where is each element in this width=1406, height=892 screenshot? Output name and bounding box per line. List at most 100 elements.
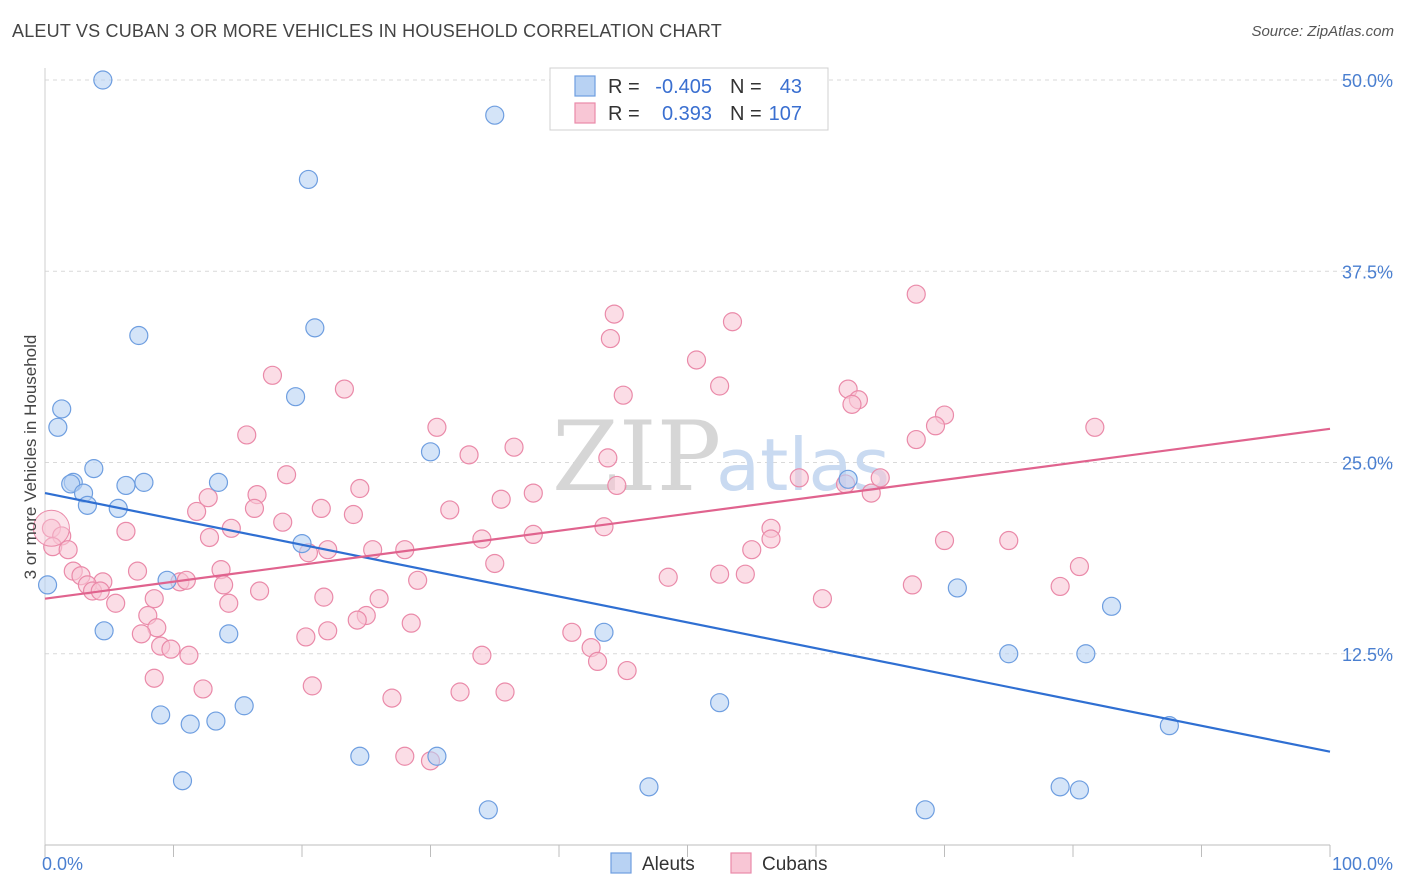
aleut-point-18 bbox=[838, 469, 858, 489]
cuban-point-11 bbox=[842, 394, 862, 414]
cuban-point-43 bbox=[199, 527, 220, 548]
cuban-point-25 bbox=[607, 475, 627, 496]
cuban-point-86 bbox=[401, 613, 421, 633]
cuban-point-36 bbox=[343, 504, 363, 525]
cuban-point-104 bbox=[382, 688, 402, 708]
cuban-point-95 bbox=[179, 645, 199, 665]
series-legend-swatch-aleuts bbox=[610, 852, 632, 874]
cuban-point-46 bbox=[761, 529, 781, 549]
cuban-point-7 bbox=[710, 376, 730, 396]
legend-swatch-aleuts bbox=[574, 75, 596, 97]
y-tick-label-3: 50.0% bbox=[1342, 71, 1393, 91]
legend-cubans-n-value: 107 bbox=[769, 103, 802, 125]
cuban-trend-line bbox=[44, 427, 1331, 600]
cuban-point-66 bbox=[408, 570, 428, 590]
y-tick-label-0: 12.5% bbox=[1342, 645, 1393, 665]
cuban-point-32 bbox=[187, 501, 207, 522]
legend-cubans-n-label: N = bbox=[730, 103, 762, 125]
cuban-point-37 bbox=[273, 512, 293, 532]
cuban-point-33 bbox=[311, 498, 331, 518]
cuban-point-63 bbox=[658, 567, 678, 587]
aleut-point-40 bbox=[915, 800, 935, 820]
series-legend: Aleuts Cubans bbox=[610, 852, 828, 875]
aleut-point-37 bbox=[427, 746, 447, 766]
cuban-point-72 bbox=[902, 575, 922, 595]
series-legend-swatch-cubans bbox=[730, 852, 752, 874]
aleut-point-20 bbox=[37, 575, 58, 595]
aleut-point-24 bbox=[94, 621, 114, 641]
cubans-points bbox=[32, 284, 1105, 771]
cuban-point-101 bbox=[302, 676, 322, 696]
watermark-zip: ZIP bbox=[552, 401, 721, 513]
cuban-point-88 bbox=[318, 621, 338, 641]
cuban-point-93 bbox=[161, 639, 181, 659]
aleut-point-32 bbox=[234, 696, 254, 716]
cuban-point-23 bbox=[870, 468, 890, 488]
cuban-point-48 bbox=[999, 530, 1019, 551]
cuban-point-19 bbox=[459, 445, 479, 465]
cuban-point-58 bbox=[1069, 556, 1090, 577]
aleut-point-16 bbox=[77, 495, 98, 515]
aleut-point-4 bbox=[305, 318, 325, 338]
cuban-point-96 bbox=[472, 645, 492, 665]
cuban-point-73 bbox=[1050, 576, 1070, 597]
legend-swatch-cubans bbox=[574, 102, 596, 124]
legend-aleuts-r-label: R = bbox=[608, 76, 640, 98]
legend-cubans-r-label: R = bbox=[608, 103, 640, 125]
cuban-point-17 bbox=[906, 429, 926, 450]
cuban-point-41 bbox=[594, 517, 614, 537]
aleut-point-3 bbox=[129, 325, 149, 346]
aleut-point-1 bbox=[485, 105, 505, 125]
cuban-point-65 bbox=[735, 564, 755, 584]
cuban-point-1 bbox=[604, 304, 624, 324]
aleut-point-2 bbox=[298, 169, 319, 190]
cuban-point-9 bbox=[613, 385, 633, 405]
aleuts-points bbox=[37, 70, 1179, 820]
watermark: ZIP atlas bbox=[552, 401, 890, 513]
aleut-trend-line bbox=[44, 492, 1331, 753]
cuban-point-105 bbox=[395, 746, 415, 766]
cuban-point-16 bbox=[237, 425, 257, 445]
cuban-point-78 bbox=[314, 587, 334, 607]
x-tick-label-1: 100.0% bbox=[1332, 854, 1393, 874]
cuban-point-4 bbox=[686, 350, 707, 370]
cuban-point-26 bbox=[350, 478, 370, 499]
aleut-point-36 bbox=[350, 746, 370, 766]
series-legend-aleuts: Aleuts bbox=[642, 854, 695, 875]
watermark-atlas: atlas bbox=[716, 423, 890, 507]
cuban-point-64 bbox=[710, 564, 730, 584]
legend-aleuts-r-value: -0.405 bbox=[655, 76, 712, 98]
series-legend-cubans: Cubans bbox=[762, 854, 828, 875]
aleut-point-7 bbox=[48, 417, 68, 437]
cuban-point-100 bbox=[193, 679, 213, 699]
aleut-point-41 bbox=[1050, 777, 1070, 797]
cuban-point-99 bbox=[144, 668, 164, 688]
aleut-point-42 bbox=[1069, 780, 1090, 800]
cuban-point-81 bbox=[106, 593, 126, 613]
cuban-point-0 bbox=[906, 284, 926, 304]
aleut-point-8 bbox=[420, 442, 441, 462]
cuban-point-98 bbox=[617, 660, 637, 681]
chart-title: ALEUT VS CUBAN 3 OR MORE VEHICLES IN HOU… bbox=[12, 21, 722, 41]
cuban-point-30 bbox=[198, 488, 218, 508]
cuban-point-89 bbox=[131, 624, 151, 644]
cuban-point-21 bbox=[276, 465, 297, 485]
x-tick-label-0: 0.0% bbox=[42, 854, 83, 874]
aleut-point-25 bbox=[219, 624, 239, 644]
aleut-point-5 bbox=[52, 399, 72, 419]
cuban-point-50 bbox=[742, 540, 762, 560]
cuban-point-22 bbox=[789, 468, 809, 488]
cuban-point-5 bbox=[262, 365, 283, 385]
y-axis-label: 3 or more Vehicles in Household bbox=[21, 335, 40, 580]
cuban-point-47 bbox=[934, 530, 955, 551]
cuban-point-59 bbox=[127, 561, 148, 581]
cuban-point-97 bbox=[587, 651, 608, 672]
aleut-point-35 bbox=[172, 771, 193, 791]
legend-aleuts-n-value: 43 bbox=[780, 76, 802, 98]
cuban-point-34 bbox=[244, 498, 265, 518]
cuban-point-90 bbox=[296, 627, 316, 647]
cuban-point-31 bbox=[491, 489, 511, 509]
cuban-point-40 bbox=[116, 521, 136, 541]
cuban-point-20 bbox=[598, 448, 618, 468]
aleut-point-29 bbox=[151, 705, 171, 725]
